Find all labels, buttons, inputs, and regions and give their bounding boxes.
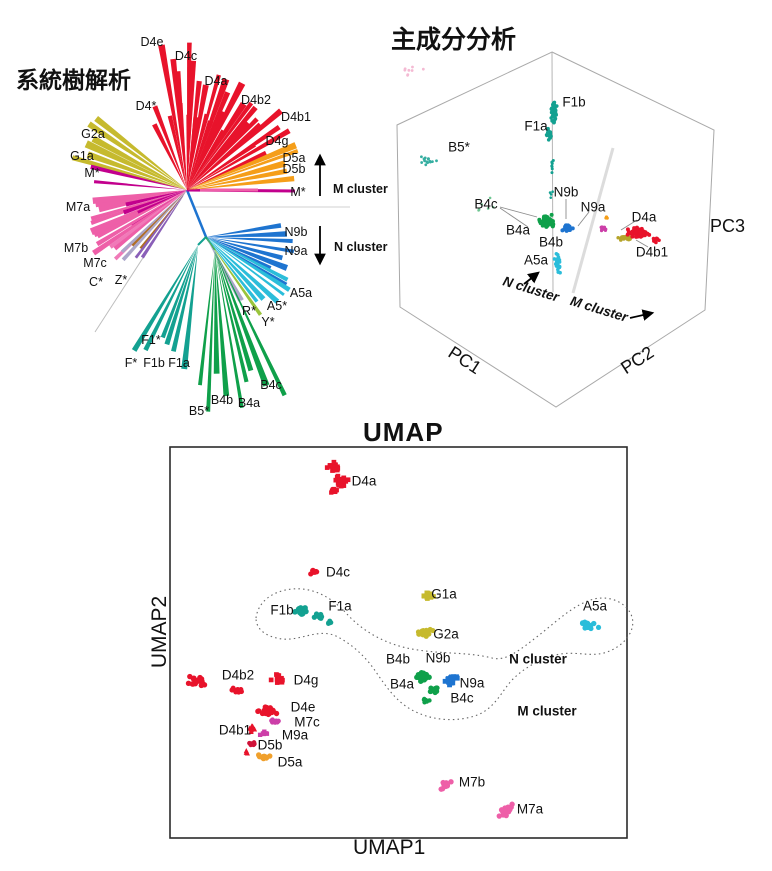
tree-clade-F (131, 245, 198, 370)
cluster-orange (604, 215, 609, 220)
umap-n-cluster-outline (255, 588, 634, 721)
cluster-D4c (308, 567, 320, 577)
cluster-A5a (579, 619, 602, 632)
cluster-F-tail (550, 159, 555, 175)
cluster-F-sparse (548, 190, 554, 199)
cluster-N9 (560, 223, 575, 233)
cluster-D5a (256, 752, 273, 762)
cluster-D4a-2 (333, 473, 351, 489)
tree-clade-D4b2 (187, 101, 263, 190)
tree-clade-D4g (187, 143, 267, 190)
cluster-F1b (549, 100, 559, 125)
cluster-M7a (496, 801, 515, 819)
umap-plot-box (169, 446, 628, 839)
cluster-F1-2 (311, 611, 325, 621)
cluster-sparse-green (477, 196, 495, 212)
cluster-D4b2-2 (229, 685, 244, 695)
pca-leader-line (620, 219, 638, 231)
cluster-M7c (269, 717, 281, 725)
cluster-G2a (415, 626, 436, 639)
tree-clade-A5 (206, 237, 291, 304)
cluster-D4g (268, 672, 285, 685)
cluster-N9 (442, 674, 460, 688)
cluster-F1a (544, 126, 553, 142)
cluster-D4b2-1 (185, 673, 208, 689)
cluster-D4a-1 (324, 459, 341, 473)
pca-leader-line (577, 211, 590, 227)
umap-panel (169, 446, 634, 839)
cluster-B4-2 (427, 685, 440, 696)
cluster-D4e (255, 704, 280, 718)
tree-clade-B (198, 250, 287, 412)
cluster-B4 (537, 212, 556, 229)
tree-branch-line (197, 236, 207, 246)
cluster-D4b1 (247, 723, 258, 735)
tree-clade-G (71, 116, 187, 190)
pca-leader-line (499, 207, 529, 228)
annotation-arrow (523, 271, 540, 285)
tree-branch-line (185, 189, 208, 238)
cluster-D4a-3 (329, 486, 339, 495)
tree-clade-D4a (187, 78, 247, 190)
tree-clade-brown (130, 190, 187, 251)
tree-clade-Ystar (206, 237, 263, 316)
cluster-A5a (552, 251, 562, 275)
cluster-F1-3 (325, 618, 334, 626)
pca-leader-line (499, 206, 538, 218)
pca-loading-line (571, 147, 615, 294)
cluster-D4ext (651, 236, 661, 245)
cluster-B4-3 (421, 696, 432, 705)
cluster-G1a (421, 590, 436, 601)
pca-leader-line (635, 239, 649, 248)
cluster-pink-sparse (403, 65, 425, 77)
cluster-magenta (599, 225, 608, 233)
cluster-M7b (438, 779, 454, 792)
tree-clade-Zstar (134, 190, 187, 259)
tree-clade-Mstar (90, 164, 187, 190)
cluster-olive (616, 234, 632, 242)
pca-3d-box (396, 51, 715, 408)
tree-clade-Cstar (120, 190, 187, 262)
cluster-D4 (625, 225, 652, 239)
pca-panel (396, 51, 715, 408)
cluster-red-tri (243, 747, 250, 756)
cluster-M9a (257, 729, 270, 738)
tree-clade-D5 (187, 142, 299, 190)
cluster-B5star (420, 155, 438, 167)
tree-clade-D4star (152, 105, 187, 190)
tree-panel (71, 42, 350, 412)
cluster-F1-1 (292, 605, 309, 617)
cluster-B4-1 (414, 669, 432, 684)
cluster-D5b (247, 740, 257, 748)
annotation-arrow (629, 309, 655, 321)
tree-clade-M7b (92, 190, 187, 256)
